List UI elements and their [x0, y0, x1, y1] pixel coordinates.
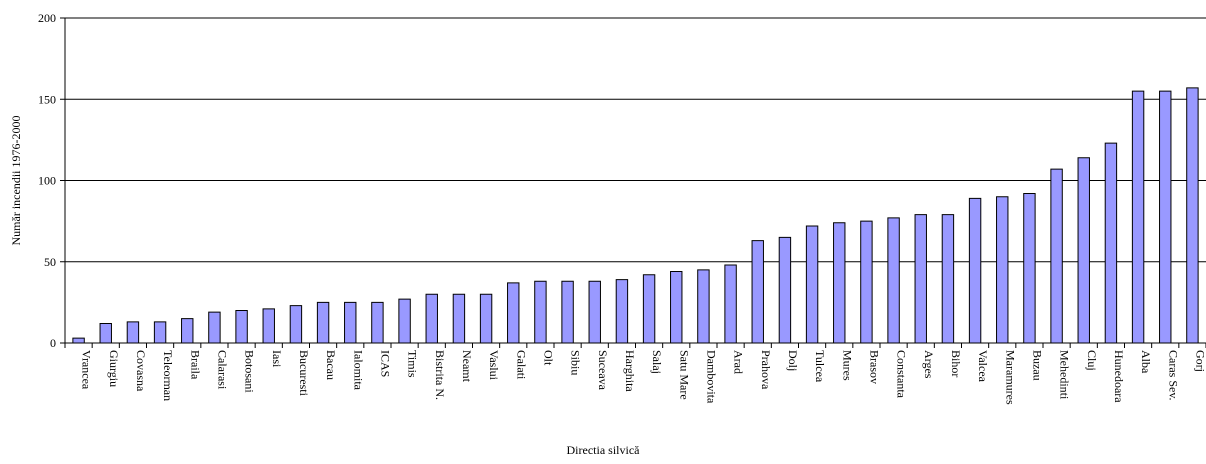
x-tick-label: Dolj: [786, 350, 800, 371]
bar: [751, 240, 764, 344]
bar: [724, 264, 737, 344]
x-tick-label: Braila: [188, 350, 202, 380]
x-tick-label: Teleorman: [161, 350, 175, 401]
x-tick-label: Giurgiu: [107, 350, 121, 387]
x-tick-label: Dambovita: [704, 350, 718, 404]
x-tick-label: Arad: [732, 350, 746, 374]
x-tick-labels: Vrancea Giurgiu Covasna Teleorman Braila Cala…: [80, 350, 1206, 405]
axes: [60, 17, 1206, 348]
x-tick-label: Buzau: [1030, 350, 1044, 381]
bar: [289, 305, 303, 344]
x-tick-label: Sibiu: [569, 350, 583, 375]
x-tick-label: Calarasi: [215, 350, 229, 390]
x-tick-label: Prahova: [759, 350, 773, 390]
bar: [1077, 157, 1090, 344]
y-tick-label: 150: [38, 92, 56, 106]
x-tick-label: Tulcea: [813, 350, 827, 383]
bar: [561, 280, 574, 344]
x-tick-label: Ialomita: [351, 350, 365, 391]
bar: [914, 214, 927, 344]
bar: [996, 196, 1009, 344]
x-tick-label: Olt: [541, 350, 555, 366]
x-tick-label: Harghita: [623, 350, 637, 392]
bar: [398, 298, 411, 344]
x-tick-label: Vrancea: [80, 350, 94, 390]
x-tick-label: Bistrita N.: [433, 350, 447, 400]
x-tick-label: Caras Sev.: [1166, 350, 1180, 401]
x-tick-label: Mures: [840, 350, 854, 381]
bar: [615, 279, 629, 344]
bar: [316, 301, 330, 344]
x-tick-label: Bacau: [324, 350, 338, 380]
x-tick-label: Constanta: [895, 350, 909, 399]
bar: [833, 222, 846, 344]
x-tick-label: Neamt: [460, 350, 474, 383]
bar: [968, 197, 982, 344]
bar: [1131, 90, 1145, 344]
bar: [371, 301, 384, 344]
bar: [941, 214, 955, 344]
x-tick-label: Arges: [922, 350, 936, 379]
bar: [507, 282, 520, 344]
bar: [1023, 193, 1036, 344]
bar: [1159, 90, 1172, 344]
y-tick-labels: 0 50 100 150 200: [38, 11, 56, 350]
x-tick-label: Vaslui: [487, 350, 501, 381]
bar: [1050, 168, 1063, 344]
x-axis-label: Directia silvică: [567, 443, 641, 457]
bar: [425, 293, 438, 344]
x-tick-label: Alba: [1139, 350, 1153, 374]
bar: [697, 269, 710, 344]
x-tick-label: Hunedoara: [1112, 350, 1126, 403]
bar: [208, 311, 221, 344]
bar: [99, 323, 112, 344]
bar: [452, 293, 466, 344]
x-tick-label: Gorj: [1193, 350, 1206, 372]
x-tick-label: Covasna: [134, 350, 148, 392]
bar: [805, 225, 819, 344]
bar: [181, 318, 194, 344]
x-tick-label: Satu Mare: [677, 350, 691, 400]
bar: [344, 301, 357, 344]
y-tick-label: 200: [38, 11, 56, 25]
y-tick-label: 0: [50, 336, 56, 350]
bar: [479, 293, 493, 344]
y-tick-label: 100: [38, 174, 56, 188]
bar: [126, 321, 140, 344]
bar: [153, 321, 167, 344]
x-tick-label: Timis: [406, 350, 420, 378]
x-tick-label: Galati: [514, 350, 528, 380]
x-tick-label: Brasov: [867, 350, 881, 384]
bar: [534, 280, 547, 344]
gridlines: [65, 17, 1206, 263]
y-axis-label: Număr incendii 1976-2000: [9, 116, 23, 246]
bar: [72, 337, 85, 344]
bar: [860, 220, 873, 344]
bar: [1186, 87, 1199, 344]
x-tick-label: Maramures: [1003, 350, 1017, 405]
x-tick-label: ICAS: [378, 350, 392, 377]
bar: [642, 274, 656, 344]
y-tick-label: 50: [44, 255, 56, 269]
x-tick-label: Bihor: [949, 350, 963, 377]
x-tick-label: Cluj: [1085, 350, 1099, 371]
x-tick-label: Suceava: [596, 350, 610, 391]
bar: [235, 310, 248, 344]
bar: [588, 280, 601, 344]
bars: [72, 87, 1199, 344]
x-tick-label: Valcea: [976, 350, 990, 383]
x-tick-label: Iasi: [270, 350, 284, 368]
bar: [262, 308, 275, 344]
bar: [778, 236, 792, 344]
x-tick-label: Bucuresti: [297, 350, 311, 397]
x-tick-label: Botosani: [243, 350, 257, 393]
x-tick-label: Mehedinti: [1058, 350, 1072, 400]
x-tick-label: Salaj: [650, 350, 664, 374]
bar: [1104, 142, 1118, 344]
bar: [670, 271, 683, 344]
bar: [887, 217, 900, 344]
